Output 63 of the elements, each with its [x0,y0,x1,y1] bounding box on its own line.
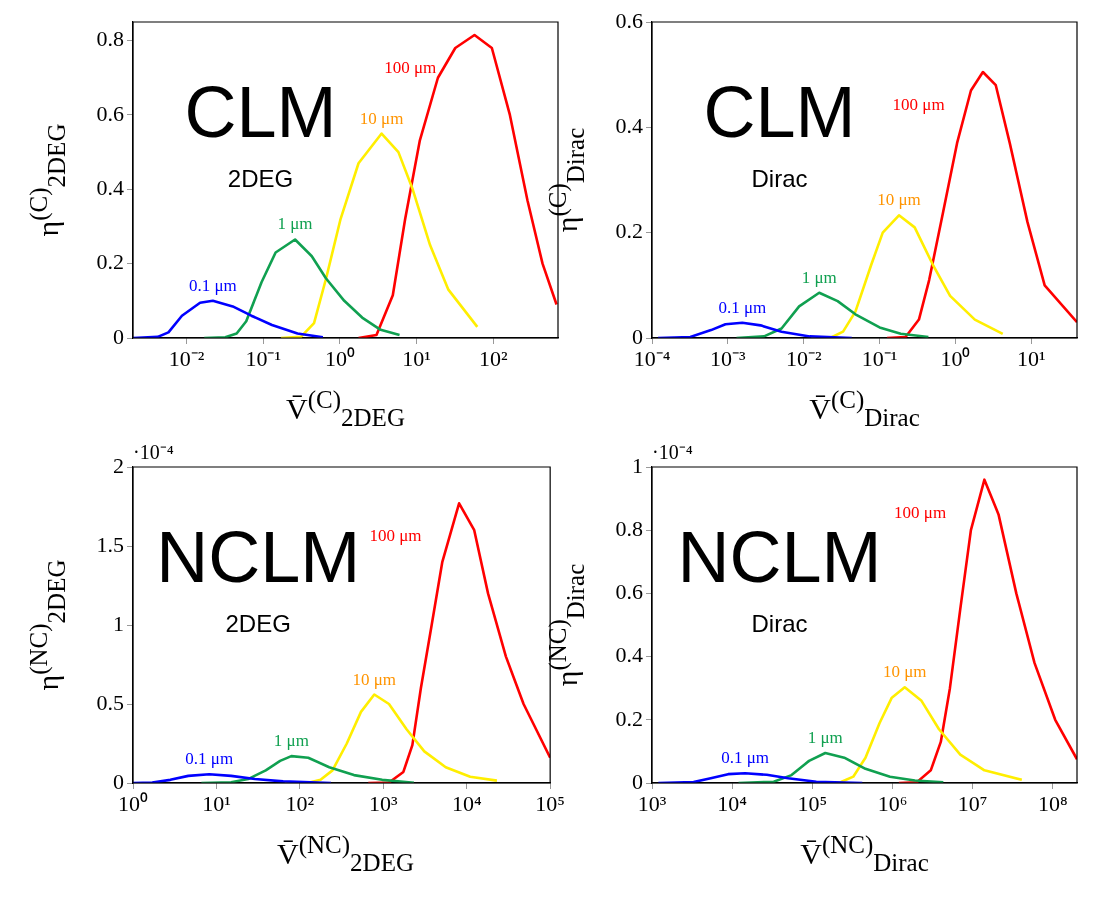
x-tick-label: 10¹ [202,790,231,816]
series-label: 10 μm [877,190,921,210]
annotation: CLM [184,71,337,152]
x-tick-label: 10² [285,790,315,816]
x-tick-label: 10⁴ [451,790,482,816]
x-tick-label: 10¹ [402,345,431,371]
series-label: 1 μm [277,214,313,234]
x-tick-label: 10⁸ [1038,790,1068,816]
y-tick-label: 0.4 [615,642,643,668]
y-tick-label: 0 [113,323,124,349]
y-tick-label: 2 [113,452,124,478]
annotation: 2DEG [225,609,291,637]
series-label: 0.1 μm [185,749,234,769]
annotation: Dirac [751,164,808,192]
series-label: 1 μm [801,267,837,287]
x-tick-label: 10² [478,345,508,371]
x-tick-label: 10⁻¹ [245,345,282,371]
series-label: 100 μm [384,57,437,77]
x-tick-label: 10⁻² [785,345,822,371]
x-tick-label: 10⁰ [940,345,971,371]
series-label: 0.1 μm [188,275,237,295]
x-tick-label: 10⁶ [877,790,908,816]
series-label: 10 μm [352,669,397,689]
y-tick-label: 0.5 [96,689,124,715]
annotation: CLM [703,71,856,152]
text: ·10⁻⁴ [133,441,174,464]
series-label: 10 μm [359,108,404,128]
y-tick-label: 0.6 [615,579,643,605]
annotation: NCLM [677,516,882,597]
series-label: 100 μm [892,94,945,114]
x-tick-label: 10¹ [1017,345,1046,371]
y-tick-label: 0.8 [615,515,643,541]
x-tick-label: 10⁻² [168,345,205,371]
series-label: 100 μm [369,526,422,546]
x-tick-label: 10⁷ [957,790,988,816]
y-tick-label: 0.4 [615,113,643,139]
series-label: 0.1 μm [718,297,767,317]
y-tick-label: 0.8 [96,26,124,52]
series-label: 0.1 μm [721,748,770,768]
y-tick-label: 0.6 [96,100,124,126]
x-tick-label: 10⁻¹ [861,345,898,371]
x-tick-label: 10⁰ [324,345,355,371]
y-tick-label: 0.6 [615,7,643,33]
series-label: 10 μm [882,662,927,682]
annotation: 2DEG [227,164,294,192]
series-label: 1 μm [273,731,309,751]
x-tick-label: 10³ [368,790,398,816]
y-tick-label: 0.4 [96,175,124,201]
series-label: 1 μm [807,727,843,747]
y-tick-label: 0.2 [96,249,124,275]
x-tick-label: 10⁻³ [710,345,747,371]
text: ·10⁻⁴ [652,441,693,464]
y-tick-label: 1 [632,452,643,478]
y-tick-label: 1 [113,610,124,636]
x-tick-label: 10⁵ [535,790,565,816]
y-tick-label: 0.2 [615,705,643,731]
y-tick-label: 0.2 [615,218,643,244]
y-tick-label: 1.5 [96,531,124,557]
annotation: Dirac [751,609,808,637]
x-tick-label: 10⁴ [717,790,748,816]
series-label: 100 μm [894,502,947,522]
x-tick-label: 10⁵ [797,790,828,816]
annotation: NCLM [156,516,361,597]
